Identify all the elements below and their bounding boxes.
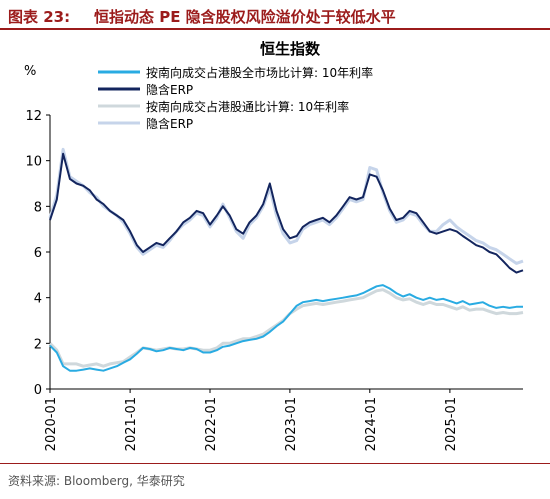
- x-tick-label: 2023-01: [284, 397, 299, 451]
- footer-divider: [0, 463, 550, 464]
- y-tick-label: 2: [34, 337, 42, 352]
- legend-label: 隐含ERP: [146, 116, 193, 131]
- y-tick-label: 12: [25, 109, 42, 124]
- series-line: [48, 147, 524, 265]
- legend-label: 按南向成交占港股全市场比计算: 10年利率: [146, 65, 373, 80]
- x-axis: 2020-01 2021-01 2022-01 2023-01 2024-01 2025-…: [44, 388, 523, 451]
- x-tick-label: 2022-01: [204, 397, 219, 451]
- figure-label: 图表 23:: [8, 8, 71, 26]
- x-tick-label: 2025-01: [444, 397, 459, 451]
- chart-title: 恒生指数: [260, 40, 321, 58]
- x-tick-label: 2021-01: [124, 397, 139, 451]
- y-tick-label: 8: [34, 200, 42, 215]
- source-note: 资料来源: Bloomberg, 华泰研究: [8, 474, 185, 488]
- y-axis-unit: %: [24, 64, 36, 79]
- series-line: [49, 284, 523, 372]
- chart: 恒生指数 % 按南向成交占港股全市场比计算: 10年利率隐含ERP按南向成交占港…: [24, 40, 524, 451]
- y-tick-label: 0: [34, 383, 42, 398]
- y-tick-label: 6: [34, 246, 42, 261]
- figure-title: 恒指动态 PE 隐含股权风险溢价处于较低水平: [94, 8, 396, 26]
- y-axis: 0 2 4 6 8 10 12: [25, 109, 51, 398]
- y-tick-label: 10: [25, 155, 42, 170]
- legend-label: 隐含ERP: [146, 82, 193, 97]
- series-group: [48, 147, 524, 372]
- y-tick-label: 4: [34, 292, 42, 307]
- x-tick-label: 2020-01: [44, 397, 59, 451]
- x-tick-label: 2024-01: [364, 397, 379, 451]
- figure-header: 图表 23: 恒指动态 PE 隐含股权风险溢价处于较低水平: [0, 0, 550, 30]
- legend-label: 按南向成交占港股通比计算: 10年利率: [146, 99, 349, 114]
- series-line: [49, 152, 524, 274]
